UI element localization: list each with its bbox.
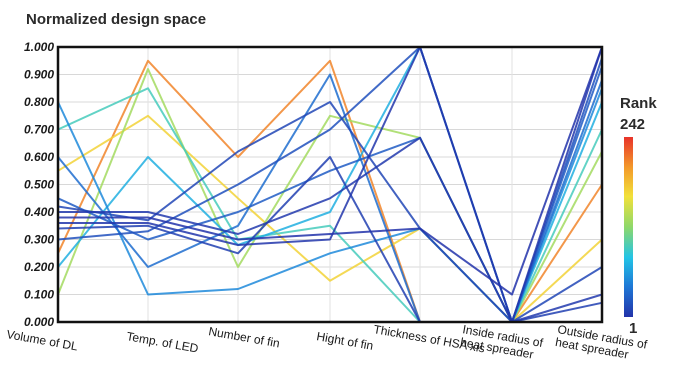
axis-label-6: Inside radius ofheat spreader: [459, 322, 544, 363]
axis-label-3: Number of fin: [207, 324, 280, 350]
y-tick-label: 0.800: [24, 95, 54, 109]
y-tick-label: 0.300: [24, 233, 54, 247]
y-tick-label: 0.700: [24, 123, 54, 137]
colorbar-min-label: 1: [629, 320, 637, 337]
axis-label-4: Hight of fin: [315, 329, 374, 353]
chart-title: Normalized design space: [26, 11, 206, 28]
y-tick-label: 0.200: [24, 260, 54, 274]
y-tick-label: 0.900: [24, 68, 54, 82]
y-tick-label: 1.000: [24, 40, 54, 54]
colorbar-title: Rank: [620, 95, 657, 112]
y-tick-label: 0.600: [24, 150, 54, 164]
axis-label-2: Temp. of LED: [125, 329, 199, 355]
axis-label-1: Volume of DL: [5, 327, 79, 353]
series-line-rank-1: [58, 46, 603, 296]
y-tick-label: 0.500: [24, 178, 54, 192]
y-tick-labels: 0.000 0.100 0.200 0.300 0.400 0.500 0.600 0.700…: [24, 40, 54, 329]
plot-frame: [56, 45, 604, 324]
y-tick-label: 0.400: [24, 205, 54, 219]
y-tick-label: 0.100: [24, 288, 54, 302]
colorbar: [624, 137, 633, 317]
colorbar-max-label: 242: [620, 116, 645, 133]
axis-labels: Volume of DL Temp. of LED Number of fin Hig…: [5, 322, 648, 363]
y-tick-label: 0.000: [24, 315, 54, 329]
